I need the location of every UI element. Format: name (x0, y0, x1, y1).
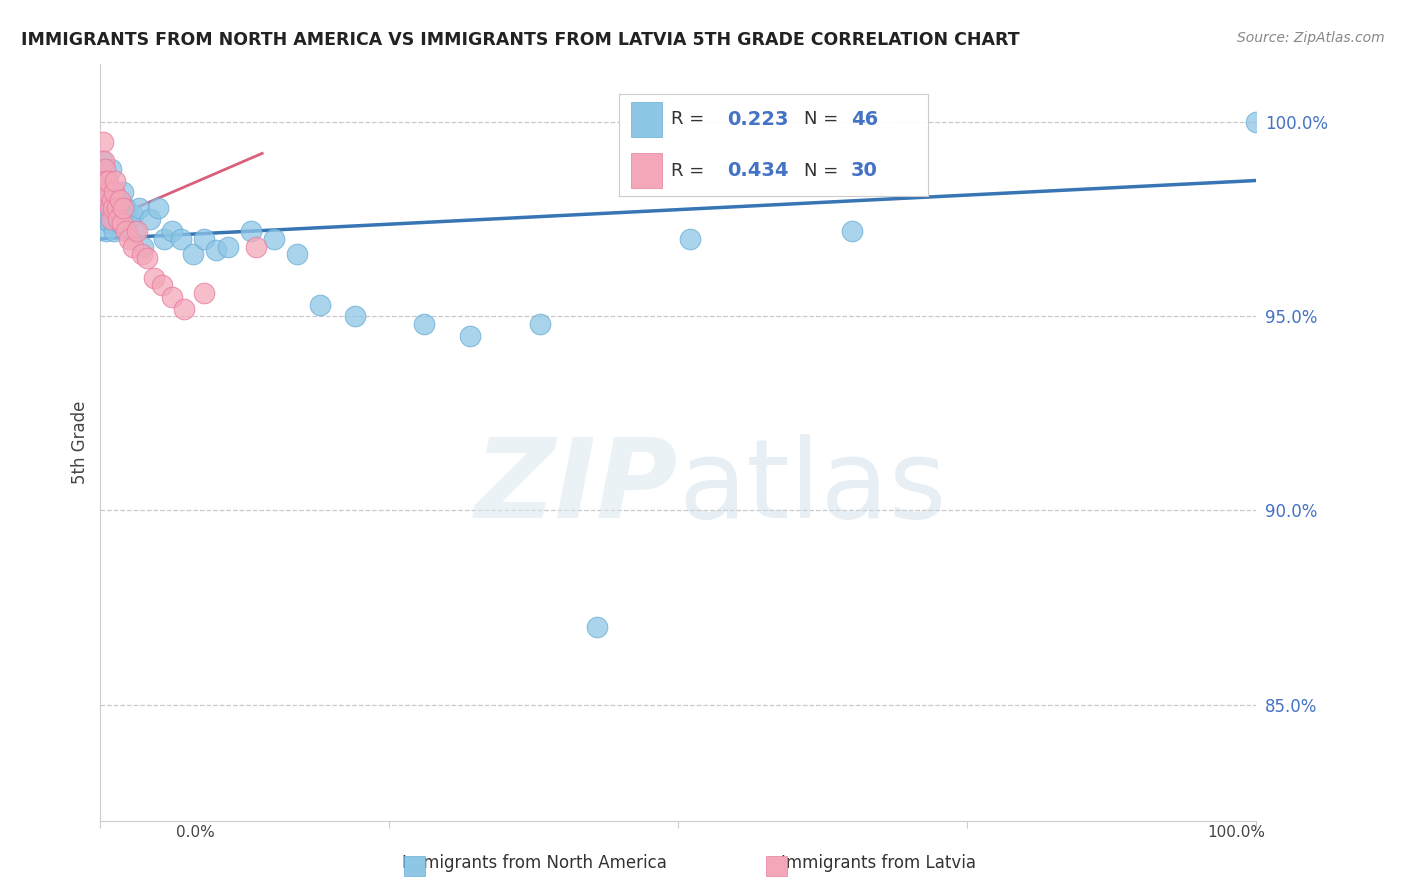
Point (98, 201, 121, 215)
Point (679, 232, 702, 246)
Point (103, 224, 125, 238)
Point (96, 201, 118, 215)
Point (205, 244, 228, 258)
Point (343, 310, 366, 324)
Point (181, 247, 204, 261)
Point (96, 185, 118, 199)
Point (245, 239, 267, 253)
Text: Source: ZipAtlas.com: Source: ZipAtlas.com (1237, 31, 1385, 45)
Point (124, 224, 146, 238)
Point (160, 224, 183, 238)
Point (94, 173, 117, 187)
Point (101, 201, 124, 215)
Point (94, 185, 117, 199)
Point (458, 328, 481, 343)
Point (112, 201, 135, 215)
Point (100, 212, 122, 227)
Point (128, 201, 150, 215)
Point (193, 286, 215, 301)
Point (586, 620, 609, 634)
Point (160, 290, 183, 304)
Point (112, 185, 135, 199)
Point (98, 216, 121, 230)
Point (121, 209, 143, 223)
Point (132, 239, 155, 253)
Text: Immigrants from Latvia: Immigrants from Latvia (782, 855, 976, 872)
Point (146, 201, 169, 215)
Point (93, 212, 115, 227)
Point (139, 212, 162, 227)
Point (413, 317, 436, 331)
Point (93, 154, 115, 169)
Point (114, 224, 136, 238)
Point (173, 301, 195, 316)
Text: 0.0%: 0.0% (176, 825, 215, 840)
Text: atlas: atlas (678, 434, 946, 541)
Text: R =: R = (671, 111, 710, 128)
Point (1246, 115, 1268, 129)
Text: IMMIGRANTS FROM NORTH AMERICA VS IMMIGRANTS FROM LATVIA 5TH GRADE CORRELATION CH: IMMIGRANTS FROM NORTH AMERICA VS IMMIGRA… (21, 31, 1019, 49)
Point (97, 185, 120, 199)
Point (93, 161, 115, 176)
Point (94, 193, 117, 207)
Point (100, 161, 122, 176)
Point (263, 232, 285, 246)
Point (97, 173, 120, 187)
Text: N =: N = (804, 161, 844, 179)
Text: N =: N = (804, 111, 844, 128)
Point (108, 193, 131, 207)
Point (131, 247, 153, 261)
Point (135, 251, 157, 265)
Point (193, 232, 215, 246)
Point (121, 239, 143, 253)
Point (104, 173, 127, 187)
Bar (631, 153, 662, 188)
Point (127, 224, 149, 238)
Point (107, 212, 129, 227)
Text: Immigrants from North America: Immigrants from North America (402, 855, 666, 872)
Text: 46: 46 (851, 110, 877, 128)
Text: 100.0%: 100.0% (1208, 825, 1265, 840)
Point (150, 278, 173, 293)
Point (142, 270, 165, 285)
Point (217, 239, 239, 253)
Point (108, 216, 131, 230)
Point (309, 298, 332, 312)
Y-axis label: 5th Grade: 5th Grade (72, 401, 89, 484)
Point (91, 135, 114, 149)
Point (103, 185, 125, 199)
Point (153, 232, 176, 246)
Point (90, 154, 112, 169)
Point (110, 212, 132, 227)
Point (101, 209, 124, 223)
Point (118, 232, 141, 246)
Point (529, 317, 551, 331)
Point (239, 224, 262, 238)
Point (107, 193, 129, 207)
Bar (631, 102, 662, 136)
Point (94, 161, 117, 176)
Point (104, 201, 127, 215)
Point (101, 193, 124, 207)
Point (111, 216, 134, 230)
Point (94, 224, 117, 238)
Point (118, 212, 141, 227)
Point (101, 193, 124, 207)
Text: R =: R = (671, 161, 710, 179)
Point (285, 247, 308, 261)
Point (114, 201, 136, 215)
Point (841, 224, 863, 238)
Text: ZIP: ZIP (475, 434, 678, 541)
Point (94, 193, 117, 207)
Text: 0.223: 0.223 (727, 110, 789, 128)
Text: 30: 30 (851, 161, 877, 180)
Point (105, 201, 128, 215)
Text: 0.434: 0.434 (727, 161, 789, 180)
Point (91, 173, 114, 187)
Point (170, 232, 193, 246)
